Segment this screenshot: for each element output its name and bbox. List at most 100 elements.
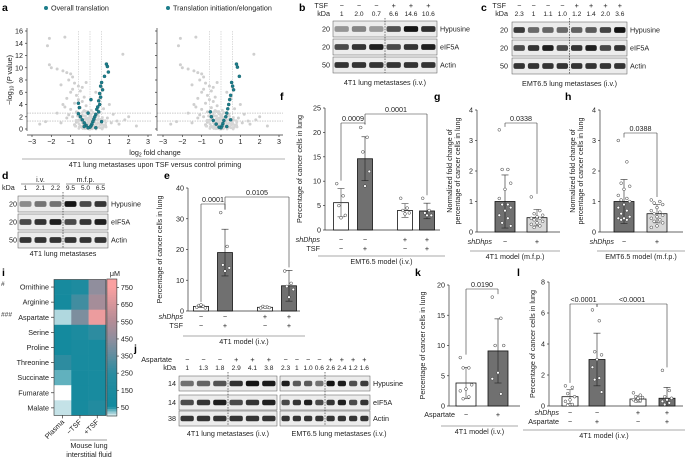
protein-band bbox=[403, 62, 419, 68]
data-point bbox=[231, 127, 235, 131]
protein-band bbox=[94, 237, 107, 243]
colorbar-unit: μM bbox=[110, 269, 120, 278]
protein-band bbox=[94, 219, 107, 225]
data-point bbox=[221, 263, 225, 267]
protein-band bbox=[403, 44, 419, 50]
heatmap: Ornithine # Arginine Aspartate ### Serine Prol… bbox=[1, 269, 133, 459]
colorbar-segment bbox=[106, 363, 117, 367]
data-point bbox=[252, 52, 256, 56]
bar-chart-f: 0 5 10 15 20 25 Percentage of cancer cells in … bbox=[295, 104, 445, 266]
protein-band bbox=[599, 27, 612, 33]
data-point bbox=[38, 122, 42, 126]
colorbar-segment bbox=[106, 331, 117, 335]
data-point bbox=[59, 121, 63, 125]
colorbar-segment bbox=[106, 386, 117, 389]
y-tick-label: 4 bbox=[469, 106, 473, 115]
data-point bbox=[461, 397, 465, 401]
highlight-point bbox=[225, 111, 229, 115]
data-point bbox=[232, 118, 235, 122]
data-point bbox=[622, 216, 626, 220]
x-tick-label: −1 bbox=[198, 137, 206, 146]
protein-band bbox=[527, 63, 540, 69]
y-tick-label: 30 bbox=[176, 214, 184, 223]
protein-band bbox=[292, 415, 301, 422]
data-point bbox=[263, 305, 267, 309]
condition-value: − bbox=[284, 355, 288, 364]
kda-value: 50 bbox=[322, 61, 330, 70]
blot-caption: 4T1 lung metastases bbox=[30, 249, 97, 258]
data-point bbox=[631, 398, 636, 402]
highlight-point bbox=[77, 105, 82, 110]
heatmap-cell bbox=[54, 385, 72, 401]
data-point bbox=[499, 316, 503, 320]
condition-value: − bbox=[464, 410, 468, 419]
y-axis-label: Normalized fold change of bbox=[445, 129, 454, 213]
colorbar-segment bbox=[106, 372, 117, 376]
data-point bbox=[599, 353, 604, 357]
data-point bbox=[658, 218, 662, 222]
y-axis-label: Percentage of cancer cells in lung bbox=[528, 290, 537, 398]
y-tick-label: 4 bbox=[541, 340, 545, 349]
data-point bbox=[499, 392, 503, 396]
row-label: Serine bbox=[28, 328, 49, 337]
blot-row-label: eIF5A bbox=[630, 44, 649, 53]
condition-value: − bbox=[295, 355, 299, 364]
condition-value: − bbox=[218, 355, 222, 364]
protein-band bbox=[360, 399, 369, 406]
y-tick-label: 6 bbox=[19, 88, 23, 97]
blot-row-label: eIF5A bbox=[111, 218, 130, 227]
data-point bbox=[361, 150, 365, 154]
kda-label: kDa bbox=[317, 9, 330, 18]
data-point bbox=[506, 202, 510, 207]
blot-row-label: eIF5A bbox=[373, 398, 392, 407]
protein-band bbox=[614, 45, 626, 51]
protein-band bbox=[49, 237, 62, 243]
bar-chart-h: 0 1 2 3 4 Normalized fold change of percentage… bbox=[568, 106, 685, 261]
chart-caption: 4T1 model (i.v.) bbox=[579, 431, 628, 440]
p-value-label: 0.0001 bbox=[385, 105, 407, 114]
quantification-value: 2.0 bbox=[601, 11, 610, 18]
condition-label: shDhps bbox=[468, 237, 493, 246]
x-tick-label: 1 bbox=[107, 137, 111, 146]
kda-value: 20 bbox=[9, 200, 17, 209]
data-point bbox=[228, 114, 231, 118]
data-point bbox=[405, 206, 409, 210]
legend-marker bbox=[166, 6, 170, 10]
colorbar-segment bbox=[106, 349, 117, 353]
quantification-value: 3.8 bbox=[264, 365, 273, 372]
protein-band bbox=[49, 219, 62, 225]
western-blot-j: −2.3−1−1.0−0.6+2.6+2.4+1.2+1.6HypusineeI… bbox=[279, 355, 403, 438]
row-label: Arginine bbox=[23, 298, 49, 307]
data-point bbox=[212, 127, 216, 130]
colorbar-segment bbox=[106, 370, 117, 374]
heatmap-cell bbox=[88, 370, 107, 386]
colorbar-segment bbox=[106, 379, 117, 383]
p-value-label: 0.0388 bbox=[630, 124, 652, 133]
data-point bbox=[215, 110, 219, 113]
y-axis-label: Percentage of cancer cells in lung bbox=[418, 292, 427, 400]
protein-band bbox=[34, 201, 47, 207]
p-value-label: 0.0009 bbox=[342, 114, 364, 123]
condition-value: + bbox=[665, 417, 669, 426]
colorbar-segment bbox=[106, 315, 117, 319]
data-point bbox=[63, 35, 67, 39]
data-point bbox=[597, 319, 601, 323]
condition-value: − bbox=[517, 1, 521, 10]
kda-value: 20 bbox=[500, 26, 508, 35]
protein-band bbox=[386, 26, 401, 32]
kda-value: 20 bbox=[500, 44, 508, 53]
y-tick-label: 4 bbox=[19, 100, 23, 109]
significance-mark: # bbox=[1, 281, 5, 288]
data-point bbox=[425, 213, 429, 218]
data-point bbox=[198, 113, 202, 117]
data-point bbox=[660, 368, 665, 373]
condition-label-text: shDhps bbox=[159, 312, 184, 321]
xlabel-part: fold change bbox=[142, 148, 181, 157]
chart-caption: 4T1 model (i.v.) bbox=[455, 427, 504, 436]
protein-band bbox=[19, 237, 32, 243]
condition-value: + bbox=[329, 355, 333, 364]
protein-band bbox=[513, 27, 525, 33]
data-point bbox=[71, 115, 75, 119]
condition-value: − bbox=[317, 355, 321, 364]
data-point bbox=[227, 121, 231, 125]
